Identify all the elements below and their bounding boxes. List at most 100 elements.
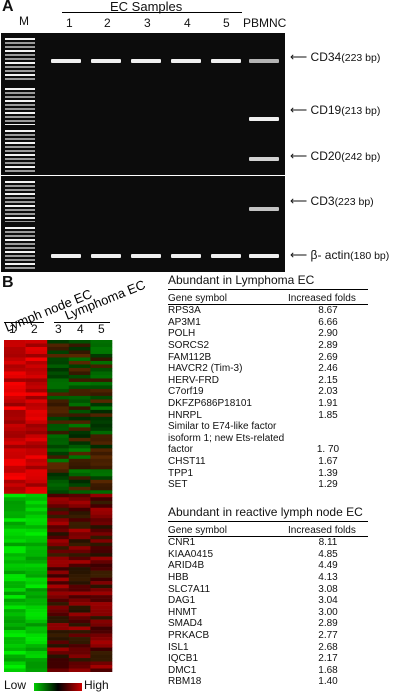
heatmap-cell xyxy=(90,406,113,411)
heatmap-cell xyxy=(25,430,48,435)
heatmap-cell xyxy=(90,455,113,460)
heatmap-cell xyxy=(68,640,91,645)
table-row: RPS3A 8.67 xyxy=(168,305,368,317)
heatmap-cell xyxy=(25,602,48,606)
heatmap-cell xyxy=(68,542,91,547)
heatmap-cell xyxy=(68,486,91,491)
heatmap-cell xyxy=(90,581,113,585)
heatmap-cell xyxy=(47,654,70,659)
heatmap-cell xyxy=(68,532,91,537)
heatmap-cell xyxy=(90,430,113,435)
ec-samples-label: EC Samples xyxy=(110,0,183,14)
ladder-band xyxy=(5,116,35,118)
fold-change-cell: 2.69 xyxy=(318,351,338,363)
fold-change-cell: 2.68 xyxy=(318,641,338,653)
heatmap-cell xyxy=(68,605,91,610)
ladder-band xyxy=(5,181,35,183)
arrow-icon: ⟵ xyxy=(290,149,308,163)
heatmap-cell xyxy=(4,427,26,432)
lymphoma-table-body: RPS3A 8.67 AP3M1 6.66 POLH 2.90 SORCS2 2.89 FAM1… xyxy=(168,305,368,491)
heatmap-cell xyxy=(90,549,113,554)
heatmap-cell xyxy=(4,416,26,421)
ladder-band xyxy=(5,259,35,261)
heatmap-cell xyxy=(25,560,48,564)
heatmap-cell xyxy=(90,612,113,617)
heatmap-cell xyxy=(68,546,91,550)
heatmap-cell xyxy=(68,584,91,589)
heatmap-cell xyxy=(4,444,26,449)
heatmap-cell xyxy=(90,507,113,512)
heatmap-cell xyxy=(4,374,26,379)
heatmap-cell xyxy=(4,406,26,411)
table-row: DKFZP686P18101 1.91 xyxy=(168,398,368,410)
heatmap-cell xyxy=(68,560,91,564)
heatmap-cell xyxy=(4,399,26,404)
heatmap-cell xyxy=(47,605,70,610)
heatmap-cell xyxy=(47,455,70,460)
gel-band xyxy=(51,254,81,258)
heatmap-cell xyxy=(25,633,48,638)
heatmap-cell xyxy=(47,371,70,376)
heatmap-cell xyxy=(90,357,113,362)
heatmap-cell xyxy=(47,340,70,344)
heatmap-cell xyxy=(25,595,48,599)
heatmap-cell xyxy=(47,395,70,400)
gene-symbol-cell: HNRPL xyxy=(168,409,202,421)
heatmap-cell xyxy=(47,651,70,655)
heatmap-header: Lymph node EC Lymphoma EC xyxy=(3,280,148,335)
heatmap-cell xyxy=(4,644,26,648)
heatmap-cell xyxy=(47,374,70,379)
heatmap-cell xyxy=(47,556,70,561)
heatmap-cell xyxy=(90,479,113,484)
heatmap-cell xyxy=(47,619,70,624)
heatmap-cell xyxy=(25,612,48,617)
heatmap-cell xyxy=(90,434,113,439)
fold-change-cell: 4.85 xyxy=(318,548,338,560)
heatmap-cell xyxy=(68,623,91,627)
fold-change-cell: 8.67 xyxy=(318,305,338,317)
ladder-band xyxy=(5,88,35,90)
heatmap-cell xyxy=(90,665,113,669)
fold-change-cell: 6.66 xyxy=(318,316,338,328)
gel-cd34-bands xyxy=(5,38,279,80)
heatmap-cell xyxy=(90,514,113,519)
fold-change-cell: 3.04 xyxy=(318,595,338,607)
table-row: CHST11 1.67 xyxy=(168,456,368,468)
heatmap-cell xyxy=(68,448,91,453)
heatmap-cell xyxy=(68,392,91,397)
heatmap-cell xyxy=(25,616,48,620)
arrow-icon: ⟵ xyxy=(290,248,308,262)
table-row: SLC7A11 3.08 xyxy=(168,584,368,596)
gel-band xyxy=(249,254,279,258)
heatmap-cell xyxy=(25,577,48,582)
heatmap-cell xyxy=(47,434,70,439)
heatmap-cell xyxy=(47,479,70,484)
heatmap-cell xyxy=(47,528,70,533)
ladder-band xyxy=(5,267,35,269)
ladder-band xyxy=(5,255,35,257)
ladder-band xyxy=(5,154,35,156)
heatmap-cell xyxy=(4,504,26,509)
fold-change-cell: 1. 70 xyxy=(316,444,340,456)
gene-symbol-cell: DAG1 xyxy=(168,595,196,607)
ladder-band xyxy=(5,96,35,98)
heatmap-cell xyxy=(47,598,70,603)
heatmap-cell xyxy=(68,357,91,362)
gene-symbol-cell: RPS3A xyxy=(168,305,201,317)
heatmap-cell xyxy=(68,479,91,484)
gene-symbol-cell: ARID4B xyxy=(168,560,205,572)
gene-symbol-cell: HBB xyxy=(168,571,189,583)
gene-symbol-cell: DKFZP686P18101 xyxy=(168,397,252,409)
heatmap-cell xyxy=(68,343,91,348)
cd34-label: ⟵ CD34(223 bp) xyxy=(290,50,381,64)
heatmap-cell xyxy=(47,633,70,638)
heatmap-cell xyxy=(47,570,70,575)
heatmap-cell xyxy=(47,381,70,386)
table-rule xyxy=(168,288,368,290)
ladder-band xyxy=(5,251,35,253)
heatmap-cell xyxy=(4,490,26,495)
heatmap-cell xyxy=(90,532,113,537)
heatmap-cell xyxy=(4,413,26,418)
heatmap-cell xyxy=(25,448,48,453)
heatmap-cell xyxy=(4,497,26,502)
